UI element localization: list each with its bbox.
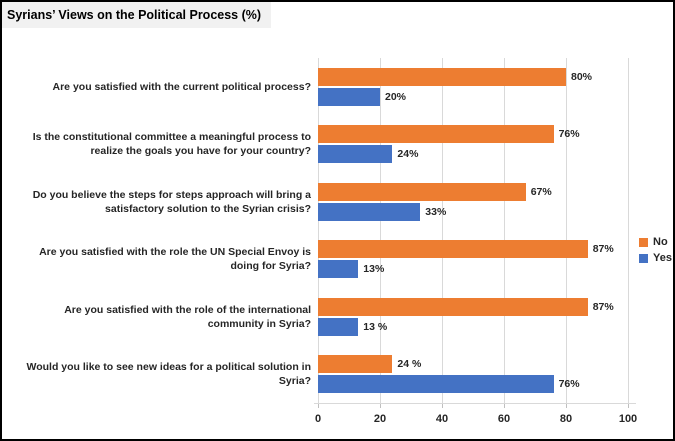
bar-value-label: 20% — [385, 90, 407, 103]
x-axis-line — [314, 403, 636, 404]
bar-value-label: 33% — [425, 205, 447, 218]
bar-yes — [318, 202, 421, 221]
category-label: Are you satisfied with the current polit… — [52, 80, 311, 93]
category-label: Are you satisfied with the role the UN S… — [39, 246, 311, 273]
bar-value-label: 24% — [397, 148, 419, 161]
bar-value-label: 13% — [363, 263, 385, 276]
legend-label: Yes — [653, 252, 672, 264]
x-axis-tick-mark — [380, 403, 381, 408]
bar-yes — [318, 317, 359, 336]
bar-no — [318, 67, 566, 86]
x-axis-tick-mark — [442, 403, 443, 408]
x-tick-label: 60 — [497, 413, 511, 425]
x-tick-label: 80 — [559, 413, 573, 425]
x-axis-tick-mark — [566, 403, 567, 408]
x-axis-tick-mark — [318, 403, 319, 408]
bar-yes — [318, 87, 380, 106]
bar-value-label: 80% — [571, 70, 593, 83]
x-tick-label: 20 — [373, 413, 387, 425]
bar-value-label: 76% — [558, 128, 580, 141]
bar-value-label: 13 % — [363, 320, 388, 333]
legend-item-yes: Yes — [639, 252, 672, 264]
category-label: Would you like to see new ideas for a po… — [26, 361, 311, 388]
bar-value-label: 24 % — [397, 358, 422, 371]
x-axis-tick-mark — [504, 403, 505, 408]
gridline — [380, 58, 381, 403]
category-label: Are you satisfied with the role of the i… — [64, 303, 311, 330]
bar-no — [318, 125, 554, 144]
legend-swatch-no — [639, 237, 648, 247]
chart-title: Syrians’ Views on the Political Process … — [2, 2, 272, 28]
bar-value-label: 87% — [592, 300, 614, 313]
x-axis-tick-mark — [628, 403, 629, 408]
legend-item-no: No — [639, 236, 672, 248]
gridline — [318, 58, 319, 403]
x-tick-label: 100 — [618, 413, 638, 425]
x-tick-label: 40 — [435, 413, 449, 425]
bar-value-label: 67% — [530, 185, 552, 198]
bar-value-label: 87% — [592, 243, 614, 256]
bar-yes — [318, 145, 393, 164]
gridline — [628, 58, 629, 403]
legend: No Yes — [639, 236, 672, 264]
category-label: Is the constitutional committee a meanin… — [32, 131, 311, 158]
bar-no — [318, 297, 588, 316]
bar-value-label: 76% — [558, 378, 580, 391]
x-tick-label: 0 — [314, 413, 322, 425]
gridline — [504, 58, 505, 403]
bar-no — [318, 182, 526, 201]
category-label: Do you believe the steps for steps appro… — [32, 188, 311, 215]
legend-swatch-yes — [639, 253, 648, 263]
gridline — [442, 58, 443, 403]
legend-label: No — [653, 236, 668, 248]
gridline — [566, 58, 567, 403]
bar-yes — [318, 375, 554, 394]
bar-yes — [318, 260, 359, 279]
bar-no — [318, 240, 588, 259]
bar-no — [318, 355, 393, 374]
